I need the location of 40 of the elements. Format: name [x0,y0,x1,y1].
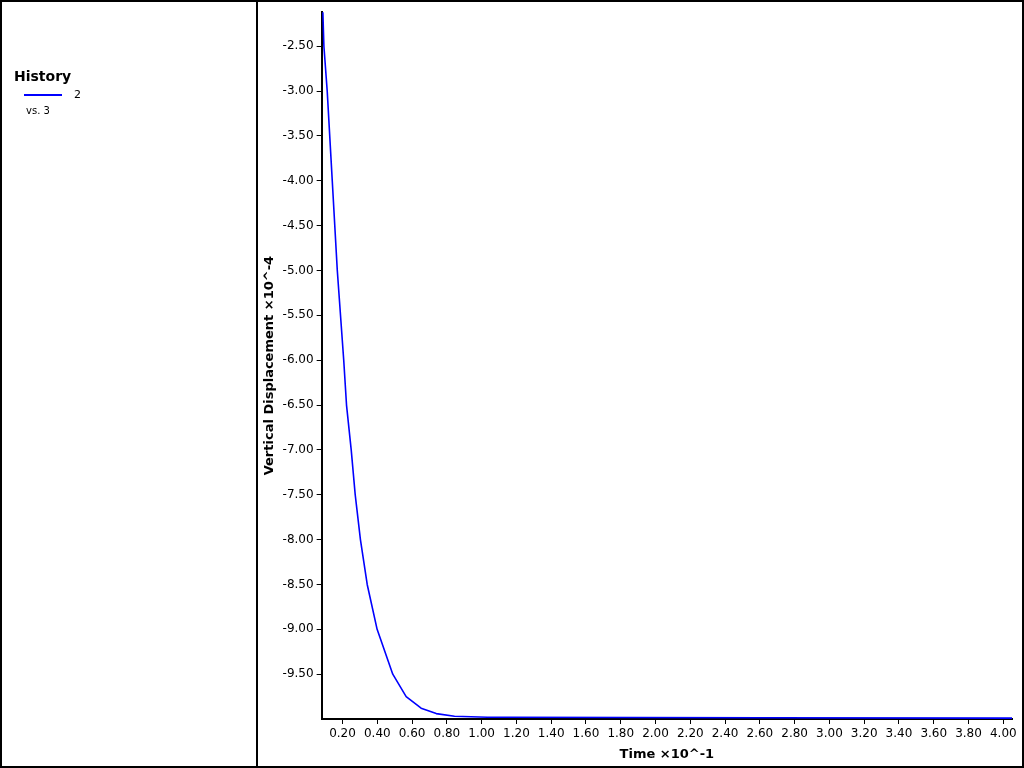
x-tick-label: 3.80 [955,726,982,741]
x-tick-label: 1.80 [607,726,635,741]
y-tick-label: -5.00 [282,262,314,277]
x-tick-label: 2.40 [711,726,739,741]
y-tick-label: -3.00 [282,83,314,98]
x-axis-title: Time ×10^-1 [619,745,715,761]
y-tick-label: -3.50 [282,128,314,143]
y-tick-label: -6.00 [282,352,314,367]
x-tick-label: 0.80 [433,726,461,741]
x-tick-label: 3.20 [850,726,878,741]
text: vs. 3 [26,105,50,116]
x-tick-label: 3.00 [816,726,843,741]
y-tick-label: -4.50 [282,217,314,232]
x-tick-label: 2.00 [642,726,669,741]
x-tick-label: 3.40 [885,726,913,741]
x-tick-label: 1.20 [503,726,530,741]
y-tick-label: -6.50 [282,397,314,412]
x-tick-label: 0.20 [329,726,356,741]
y-tick-label: -8.00 [282,531,314,546]
y-tick-label: -5.50 [282,307,314,322]
x-tick-label: 4.00 [989,726,1017,741]
y-tick-label: -9.50 [282,666,314,681]
y-tick-label: -8.50 [282,576,314,591]
y-axis-title: Vertical Displacement ×10^-4 [261,255,277,476]
y-tick-label: -4.00 [282,172,314,187]
x-tick-label: 0.40 [363,726,391,741]
y-tick-label: -2.50 [282,38,314,53]
x-tick-label: 0.60 [398,726,426,741]
y-tick-label: -7.50 [282,486,314,501]
legend-title: History [14,68,72,84]
x-tick-label: 1.40 [537,726,565,741]
x-tick-label: 3.60 [920,726,948,741]
x-tick-label: 2.20 [676,726,704,741]
y-tick-label: -7.00 [282,442,314,457]
legend-label: 2 [74,88,81,101]
x-tick-label: 1.60 [572,726,600,741]
x-tick-label: 2.80 [781,726,808,741]
x-tick-label: 1.00 [468,726,495,741]
x-tick-label: 2.60 [746,726,774,741]
y-tick-label: -9.00 [282,621,314,636]
